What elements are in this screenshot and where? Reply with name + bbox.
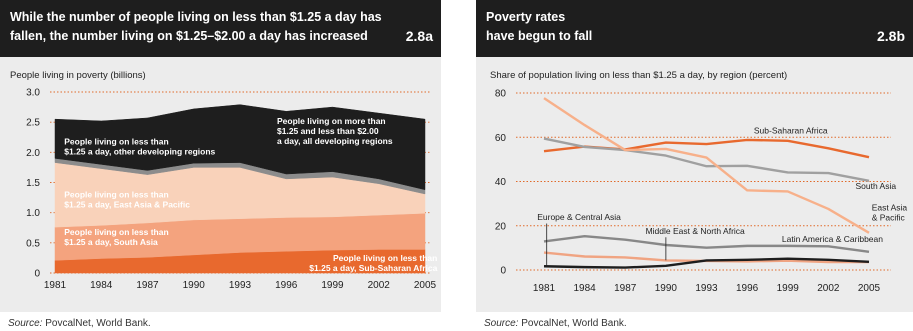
y-tick-label: 80 bbox=[495, 89, 507, 100]
x-tick-label: 1987 bbox=[614, 283, 637, 294]
x-tick-label: 1984 bbox=[90, 280, 113, 291]
y-tick-label: 2.0 bbox=[26, 148, 40, 159]
panel-2-8a: While the number of people living on les… bbox=[0, 0, 441, 331]
source-label: Source: bbox=[8, 318, 43, 329]
area-label-4-line2: $1.25 a day, South Asia bbox=[64, 237, 158, 247]
area-label-2-line3: a day, all developing regions bbox=[277, 136, 393, 146]
x-tick-label: 1990 bbox=[183, 280, 206, 291]
y-tick-label: 2.5 bbox=[26, 118, 40, 129]
line-latin-america-caribbean bbox=[543, 234, 870, 254]
line-east-asia-pacific bbox=[543, 97, 870, 234]
y-tick-label: 0 bbox=[500, 266, 506, 277]
y-tick-label: 0 bbox=[34, 269, 40, 280]
area-people-living-on-more-than-1-25-and-less-than-2-00-a-day-all-developing-regions bbox=[54, 104, 426, 191]
line-south-asia bbox=[543, 137, 870, 183]
y-axis-label: People living in poverty (billions) bbox=[10, 70, 146, 81]
figure-number: 2.8a bbox=[405, 28, 433, 44]
x-tick-label: 2002 bbox=[368, 280, 391, 291]
y-tick-label: 40 bbox=[495, 177, 507, 188]
series-label-1: Sub-Saharan Africa bbox=[754, 125, 828, 135]
y-axis-label: Share of population living on less than … bbox=[490, 70, 787, 81]
x-tick-label: 1984 bbox=[574, 283, 597, 294]
x-tick-label: 1996 bbox=[736, 283, 759, 294]
line-europe-central-asia bbox=[543, 257, 870, 269]
x-tick-label: 1981 bbox=[44, 280, 67, 291]
series-label-4: Latin America & Caribbean bbox=[782, 234, 883, 244]
area-label-5-line2: $1.25 a day, Sub-Saharan Africa bbox=[309, 263, 437, 273]
panel-2-8a-header: While the number of people living on les… bbox=[0, 0, 441, 57]
y-tick-label: 3.0 bbox=[26, 88, 40, 99]
x-tick-label: 2005 bbox=[858, 283, 881, 294]
y-tick-label: 0.5 bbox=[26, 238, 40, 249]
x-tick-label: 2002 bbox=[817, 283, 840, 294]
panel-2-8b-header: Poverty rates have begun to fall 2.8b bbox=[476, 0, 913, 57]
area-label-2-line2: $1.25 and less than $2.00 bbox=[277, 126, 379, 136]
source-text: PovcalNet, World Bank. bbox=[45, 318, 151, 329]
x-tick-label: 1987 bbox=[136, 280, 159, 291]
y-tick-label: 1.5 bbox=[26, 178, 40, 189]
area-label-4-line1: People living on less than bbox=[64, 227, 168, 237]
series-label-6: Middle East & North Africa bbox=[646, 226, 745, 236]
area-label-5-line1: People living on less than bbox=[333, 253, 437, 263]
y-tick-label: 1.0 bbox=[26, 208, 40, 219]
area-label-3-line2: $1.25 a day, East Asia & Pacific bbox=[64, 200, 190, 210]
area-label-2-line1: People living on more than bbox=[277, 116, 386, 126]
x-tick-label: 1999 bbox=[777, 283, 800, 294]
x-tick-label: 1993 bbox=[229, 280, 252, 291]
y-tick-label: 20 bbox=[495, 221, 507, 232]
area-label-1-line1: People living on less than bbox=[64, 136, 168, 146]
series-label-2: South Asia bbox=[855, 181, 896, 191]
area-label-1-line2: $1.25 a day, other developing regions bbox=[64, 146, 215, 156]
line-chart: Share of population living on less than … bbox=[490, 70, 908, 294]
x-tick-label: 1999 bbox=[321, 280, 344, 291]
source-note: Source: PovcalNet, World Bank. bbox=[484, 318, 627, 329]
source-text: PovcalNet, World Bank. bbox=[521, 318, 627, 329]
source-label: Source: bbox=[484, 318, 519, 329]
x-tick-label: 1993 bbox=[695, 283, 718, 294]
chart-title-line2: have begun to fall bbox=[486, 29, 593, 43]
series-label-5: Europe & Central Asia bbox=[537, 212, 621, 222]
series-label-3-line2: & Pacific bbox=[872, 212, 906, 222]
x-tick-label: 2005 bbox=[414, 280, 437, 291]
y-tick-label: 60 bbox=[495, 133, 507, 144]
x-tick-label: 1981 bbox=[533, 283, 556, 294]
stacked-area-chart: People living in poverty (billions) 0 0.5 1… bbox=[10, 70, 438, 291]
x-tick-label: 1996 bbox=[275, 280, 298, 291]
chart-title-line1: While the number of people living on les… bbox=[10, 10, 382, 24]
area-label-3-line1: People living on less than bbox=[64, 190, 168, 200]
series-label-3-line1: East Asia bbox=[872, 202, 908, 212]
chart-title-line2: fallen, the number living on $1.25–$2.00… bbox=[10, 29, 368, 43]
panel-2-8b: Poverty rates have begun to fall 2.8b Sh… bbox=[476, 0, 913, 331]
chart-area-background bbox=[476, 57, 913, 312]
figure-number: 2.8b bbox=[876, 28, 905, 44]
x-tick-label: 1990 bbox=[655, 283, 678, 294]
chart-title-line1: Poverty rates bbox=[486, 10, 566, 24]
source-note: Source: PovcalNet, World Bank. bbox=[8, 318, 151, 329]
